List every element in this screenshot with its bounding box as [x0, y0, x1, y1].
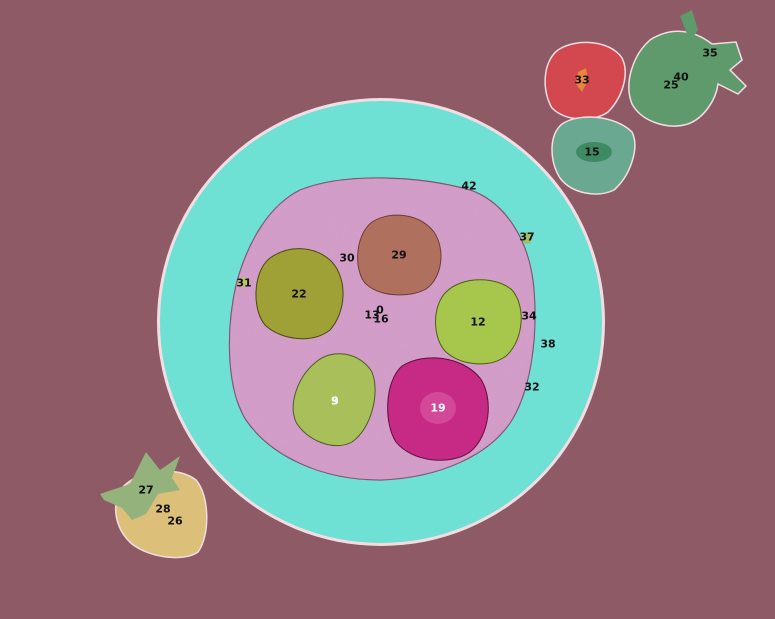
region-label-27: 27 — [138, 483, 154, 497]
region-label-40: 40 — [673, 70, 689, 84]
region-label-29: 29 — [391, 248, 407, 262]
region-label-15: 15 — [584, 145, 600, 159]
region-label-12: 12 — [470, 315, 486, 329]
garnish-right — [522, 232, 532, 244]
region-label-25: 25 — [663, 78, 679, 92]
region-label-22: 22 — [291, 287, 307, 301]
region-label-19: 19 — [430, 401, 446, 415]
dragonfruit-core — [420, 392, 456, 424]
region-label-28: 28 — [155, 502, 171, 516]
region-label-34: 34 — [521, 309, 537, 323]
kiwi-slice-olive — [255, 248, 344, 340]
region-label-0: 0 — [376, 303, 384, 317]
strawberry-green-stem — [680, 10, 698, 42]
region-label-3: 3 — [331, 394, 339, 408]
region-label-16: 16 — [373, 312, 389, 326]
region-label-42: 42 — [461, 179, 477, 193]
region-label-35: 35 — [702, 46, 718, 60]
kiwi-slice-green — [292, 353, 376, 447]
fig-slice — [357, 214, 442, 296]
kiwi-slice-lime — [435, 279, 522, 365]
strawberry-leaves — [100, 452, 180, 520]
kiwi-half-core — [576, 142, 612, 162]
region-label-26: 26 — [167, 514, 183, 528]
region-label-32: 32 — [524, 380, 540, 394]
region-label-33: 33 — [574, 73, 590, 87]
garnish-left — [238, 277, 250, 287]
region-label-13: 13 — [364, 308, 380, 322]
region-label-37: 37 — [519, 230, 535, 244]
region-label-30: 30 — [339, 251, 355, 265]
region-label-9: 9 — [331, 394, 339, 408]
region-label-31: 31 — [236, 276, 252, 290]
region-label-38: 38 — [540, 337, 556, 351]
strawberry-green — [628, 30, 748, 127]
strawberry-center — [576, 68, 588, 92]
